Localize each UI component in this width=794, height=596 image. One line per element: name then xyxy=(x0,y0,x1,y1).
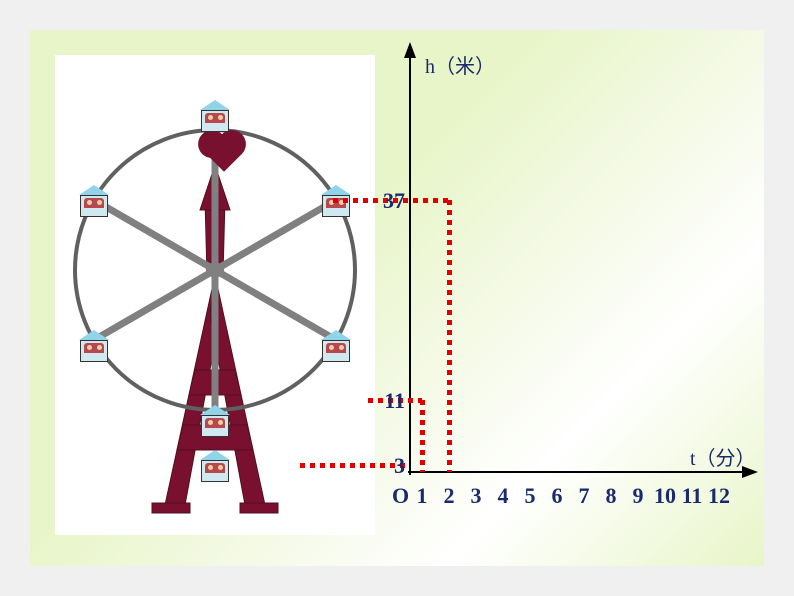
y-tick: 3 xyxy=(375,453,405,479)
x-tick: 10 xyxy=(652,483,678,509)
y-tick: 11 xyxy=(375,388,405,414)
cabin-ground xyxy=(200,450,230,482)
x-tick: 2 xyxy=(440,483,458,509)
y-axis-label: h（米） xyxy=(425,50,495,79)
x-tick: 4 xyxy=(494,483,512,509)
x-tick: 7 xyxy=(575,483,593,509)
x-tick: 6 xyxy=(548,483,566,509)
wheel-hub xyxy=(207,262,223,278)
cabin-top xyxy=(200,100,230,132)
y-tick: 37 xyxy=(375,188,405,214)
dotted-segment xyxy=(447,200,452,472)
cabin-lower-left xyxy=(79,330,109,362)
x-tick: 11 xyxy=(679,483,705,509)
origin-label: O xyxy=(392,483,409,509)
x-axis-label: t（分） xyxy=(690,442,756,471)
x-tick: 1 xyxy=(413,483,431,509)
x-tick: 3 xyxy=(467,483,485,509)
x-tick: 8 xyxy=(602,483,620,509)
cabin-upper-left xyxy=(79,185,109,217)
cabin-lower-right xyxy=(321,330,351,362)
dotted-segment xyxy=(420,400,425,472)
x-tick: 12 xyxy=(706,483,732,509)
x-tick: 9 xyxy=(629,483,647,509)
cabin-bottom xyxy=(200,405,230,437)
x-tick: 5 xyxy=(521,483,539,509)
chart-canvas: h（米） t（分） 37113 O 123456789101112 xyxy=(30,30,764,566)
